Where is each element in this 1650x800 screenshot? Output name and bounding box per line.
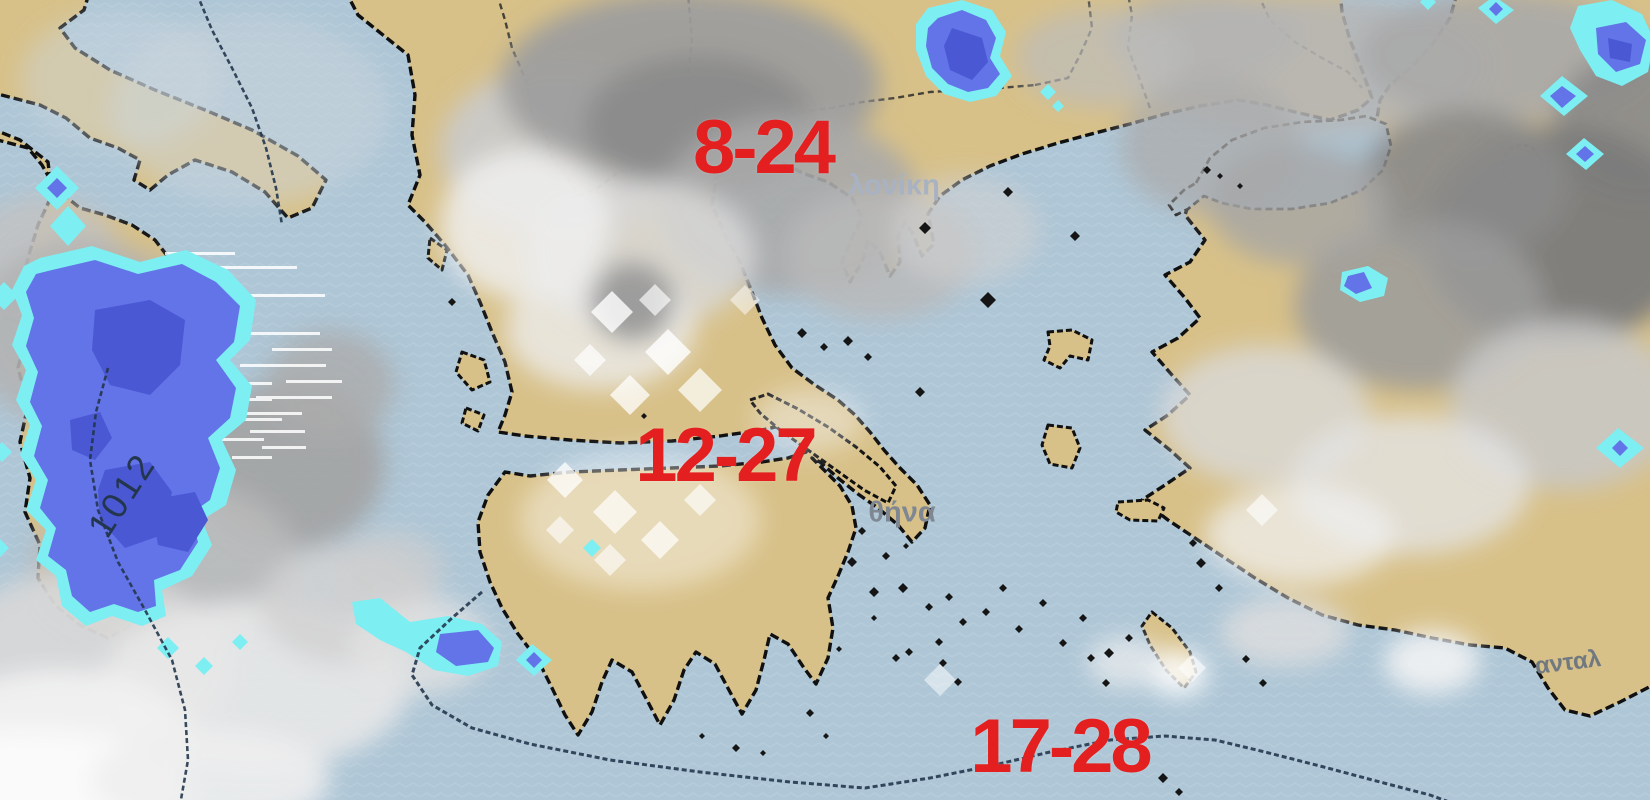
city-label-athens: θήνα	[868, 496, 936, 529]
island-kefalonia	[454, 350, 492, 392]
cloud-diamond	[591, 291, 633, 333]
cloud-diamond	[593, 490, 637, 534]
cloud-diamond	[684, 484, 716, 516]
cloud-diamonds	[546, 284, 1278, 696]
island-lesbos	[1042, 328, 1094, 370]
cloud-diamond	[1246, 494, 1278, 526]
cloud-diamond	[594, 544, 626, 576]
cloud-diamond	[639, 284, 671, 316]
cloud-diamond	[645, 329, 691, 375]
island-zakynthos	[460, 406, 486, 433]
cloud-diamond	[574, 344, 606, 376]
cloud-diamond	[641, 521, 679, 559]
cloud-diamond	[924, 664, 956, 696]
island-chios	[1040, 423, 1082, 470]
temperature-label-south: 17-28	[970, 704, 1152, 789]
isobar-south	[410, 590, 1448, 800]
island-samos	[1114, 498, 1166, 523]
cloud-diamond	[547, 462, 583, 498]
island-corfu	[426, 236, 449, 272]
cloud-diamond	[546, 516, 574, 544]
isobar-adriatic	[198, 0, 284, 226]
precip-north-macedonia	[916, 0, 1064, 112]
precipitation-layer	[0, 0, 1650, 676]
cloud-diamond	[730, 285, 760, 315]
cloud-diamond	[1178, 654, 1206, 682]
temperature-label-central: 12-27	[635, 413, 817, 498]
temperature-label-north: 8-24	[692, 105, 836, 190]
precip-turkey	[1340, 0, 1650, 468]
precip-calabria	[0, 166, 256, 675]
isobar-lines	[88, 0, 1448, 800]
cloud-diamond	[678, 368, 722, 412]
isobar-1012	[88, 367, 190, 800]
precip-south-peloponnese	[352, 539, 601, 676]
city-label-thessaloniki: λονίκη	[848, 169, 940, 202]
cloud-diamond	[610, 375, 650, 415]
